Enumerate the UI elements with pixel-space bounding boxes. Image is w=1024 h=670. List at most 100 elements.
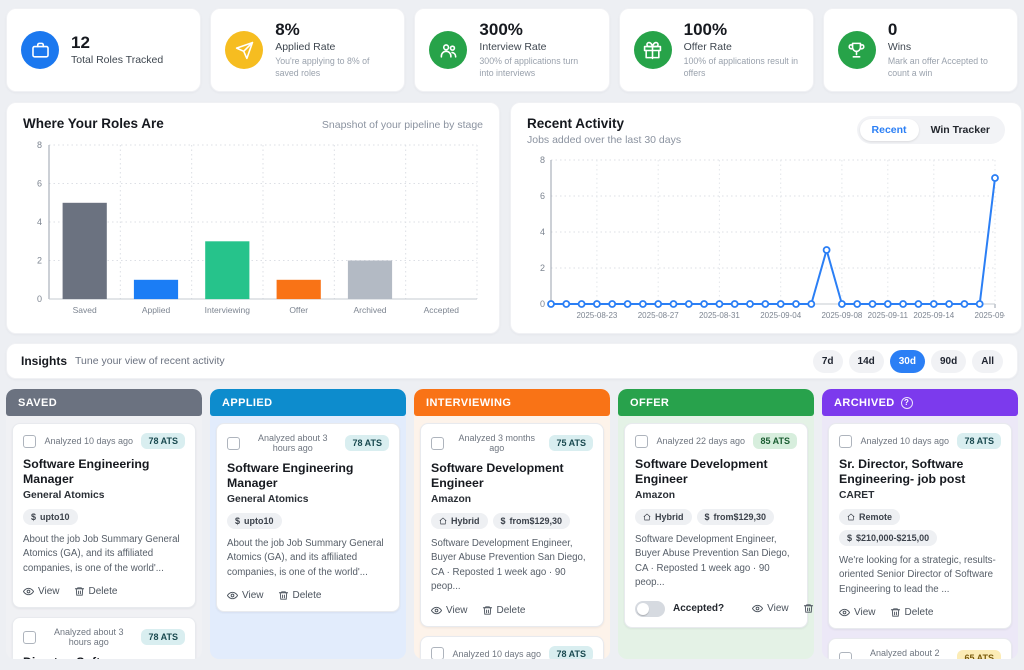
job-card[interactable]: Analyzed 10 days ago 78 ATS Software Eng… xyxy=(12,423,196,609)
svg-text:2025-09-04: 2025-09-04 xyxy=(760,311,801,320)
job-card[interactable]: Analyzed 22 days ago 85 ATS Software Dev… xyxy=(624,423,813,628)
ats-score-badge: 78 ATS xyxy=(957,433,1001,449)
data-point xyxy=(684,300,693,308)
data-point xyxy=(593,300,601,308)
analyzed-timestamp: Analyzed 10 days ago xyxy=(452,648,542,659)
data-point xyxy=(822,246,831,254)
svg-text:2025-09-14: 2025-09-14 xyxy=(913,311,954,320)
view-button[interactable]: View xyxy=(752,603,789,614)
data-point xyxy=(547,300,555,308)
stat-value: 0 xyxy=(887,19,898,39)
job-description: We're looking for a strategic, results-o… xyxy=(839,554,996,595)
view-button[interactable]: View xyxy=(227,590,264,601)
delete-button[interactable]: Delete xyxy=(890,607,933,618)
accepted-toggle[interactable] xyxy=(635,600,665,617)
job-checkbox[interactable] xyxy=(431,436,444,450)
eye-icon xyxy=(431,606,442,615)
data-point xyxy=(669,300,678,308)
view-button[interactable]: View xyxy=(839,607,876,618)
data-point xyxy=(623,300,632,308)
activity-panel: Recent Activity Jobs added over the last… xyxy=(510,102,1022,334)
analyzed-timestamp: Analyzed about 3 hours ago xyxy=(257,433,328,453)
delete-button[interactable]: Delete xyxy=(803,603,814,614)
stat-icon-circle xyxy=(225,31,264,69)
pipeline-panel-title: Where Your Roles Are xyxy=(23,116,164,131)
home-icon xyxy=(847,513,855,521)
job-card[interactable]: Analyzed 10 days ago 78 ATS Software Dev… xyxy=(420,635,604,659)
column-title: SAVED xyxy=(18,396,58,409)
range-pill-7d[interactable]: 7d xyxy=(812,349,843,373)
data-point xyxy=(608,300,617,308)
job-card[interactable]: Analyzed about 2 hours ago 65 ATS WordPr… xyxy=(828,638,1012,659)
stat-icon-circle xyxy=(21,31,59,69)
activity-tab-win-tracker[interactable]: Win Tracker xyxy=(930,124,990,136)
data-point xyxy=(960,300,969,308)
stat-subtext: Mark an offer Accepted to count a win xyxy=(887,56,988,78)
job-card[interactable]: Analyzed about 3 hours ago 78 ATS Direct… xyxy=(12,617,196,659)
job-tag: $ upto10 xyxy=(23,508,78,525)
analyzed-timestamp: Analyzed about 3 hours ago xyxy=(53,627,124,648)
stat-card-3: 100% Offer Rate 100% of applications res… xyxy=(618,8,814,92)
job-checkbox[interactable] xyxy=(839,434,852,448)
job-checkbox[interactable] xyxy=(23,630,36,644)
board-column-archived: ARCHIVED ? Analyzed 10 days ago 78 ATS S… xyxy=(822,389,1018,659)
job-tag: $ $210,000-$215,00 xyxy=(839,529,938,546)
job-checkbox[interactable] xyxy=(23,434,36,448)
home-icon xyxy=(643,513,651,521)
trash-icon xyxy=(482,606,492,615)
stat-label: Wins xyxy=(887,41,912,54)
column-title: INTERVIEWING xyxy=(426,396,512,409)
data-point xyxy=(792,300,800,308)
job-tag: $ from$129,30 xyxy=(696,508,775,525)
range-pill-14d[interactable]: 14d xyxy=(848,349,884,373)
job-card[interactable]: Analyzed about 3 hours ago 78 ATS Softwa… xyxy=(216,423,400,613)
activity-panel-title: Recent Activity xyxy=(527,116,625,131)
svg-text:8: 8 xyxy=(540,155,545,165)
stat-card-4: 0 Wins Mark an offer Accepted to count a… xyxy=(822,8,1019,92)
bar-saved xyxy=(62,202,107,300)
briefcase-icon xyxy=(31,42,49,58)
job-checkbox[interactable] xyxy=(635,434,648,448)
ats-score-badge: 78 ATS xyxy=(141,629,185,646)
view-button[interactable]: View xyxy=(431,605,468,616)
dollar-icon: $ xyxy=(500,515,506,526)
job-company: Amazon xyxy=(635,489,676,501)
svg-text:Archived: Archived xyxy=(353,305,386,315)
range-pill-all[interactable]: All xyxy=(972,349,1003,373)
svg-text:Offer: Offer xyxy=(289,305,308,315)
dollar-icon: $ xyxy=(31,511,37,522)
delete-button[interactable]: Delete xyxy=(482,605,525,616)
job-checkbox[interactable] xyxy=(839,651,852,659)
view-button[interactable]: View xyxy=(23,586,60,597)
range-filter-group: 7d 14d 30d 90d All xyxy=(812,349,1003,373)
job-card[interactable]: Analyzed 10 days ago 78 ATS Sr. Director… xyxy=(828,423,1012,630)
delete-button[interactable]: Delete xyxy=(74,586,117,597)
job-card[interactable]: Analyzed 3 months ago 75 ATS Software De… xyxy=(420,423,604,627)
ats-score-badge: 85 ATS xyxy=(753,433,797,449)
help-icon[interactable]: ? xyxy=(900,396,913,409)
job-title: Software Development Engineer xyxy=(635,457,768,487)
data-point xyxy=(837,300,846,308)
job-checkbox[interactable] xyxy=(227,436,240,450)
ats-score-badge: 75 ATS xyxy=(549,435,593,451)
activity-tab-recent[interactable]: Recent xyxy=(859,119,919,141)
job-title: Software Development Engineer xyxy=(431,461,564,491)
send-icon xyxy=(235,41,253,59)
delete-button[interactable]: Delete xyxy=(278,590,321,601)
trash-icon xyxy=(803,604,813,614)
range-pill-30d[interactable]: 30d xyxy=(889,349,925,373)
stat-label: Applied Rate xyxy=(275,41,336,54)
job-checkbox[interactable] xyxy=(431,647,444,659)
people-icon xyxy=(440,43,457,58)
activity-line xyxy=(551,177,996,305)
stat-value: 100% xyxy=(683,19,728,39)
trophy-icon xyxy=(848,42,865,58)
job-description: Software Development Engineer, Buyer Abu… xyxy=(431,537,586,593)
range-pill-90d[interactable]: 90d xyxy=(930,349,967,373)
job-company: Amazon xyxy=(431,493,472,505)
data-point xyxy=(746,300,754,308)
svg-text:2025-09-11: 2025-09-11 xyxy=(868,311,909,320)
pipeline-bar-chart: 0 2 4 6 8 Saved Applied Interviewing Offer Archiv… xyxy=(23,139,483,324)
stat-icon-circle xyxy=(633,31,672,69)
data-point xyxy=(807,300,816,308)
